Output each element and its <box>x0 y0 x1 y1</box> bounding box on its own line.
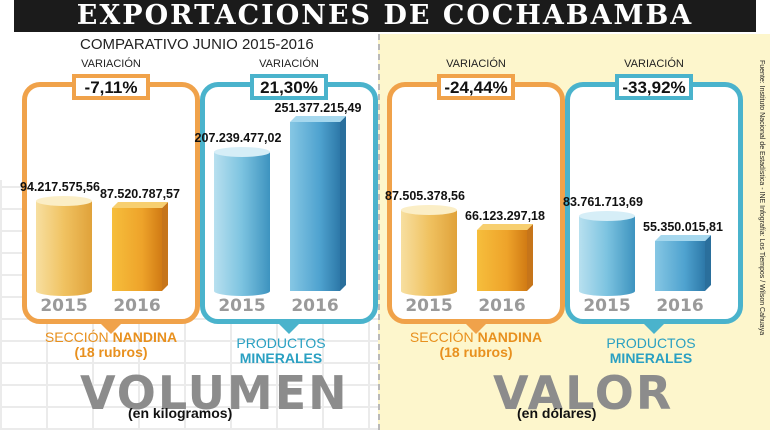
chart-title: EXPORTACIONES DE COCHABAMBA <box>14 0 756 32</box>
bar-side <box>527 224 533 291</box>
data-label: 207.239.477,02 <box>195 131 282 145</box>
panel-valor-minerales <box>565 82 743 334</box>
variation-value: -7,11% <box>72 74 150 100</box>
year-label: 2015 <box>583 296 630 316</box>
chart-subtitle: COMPARATIVO JUNIO 2015-2016 <box>80 36 314 53</box>
data-label: 251.377.215,49 <box>275 101 362 115</box>
source-note: Fuente: Instituto Nacional de Estadístic… <box>753 60 765 335</box>
bar-top <box>36 196 92 206</box>
bar-base <box>36 286 92 296</box>
category-label-minerales: PRODUCTOS MINERALES <box>566 336 736 366</box>
category-word: PRODUCTOS <box>606 335 696 351</box>
category-word-bold: MINERALES <box>609 350 693 366</box>
bar-2016 <box>655 241 705 291</box>
category-word-bold: NANDINA <box>112 329 178 345</box>
data-label: 55.350.015,81 <box>643 220 723 234</box>
category-label-minerales: PRODUCTOS MINERALES <box>196 336 366 366</box>
bar-2015 <box>36 201 92 291</box>
bar-top <box>290 116 346 122</box>
panel-pointer <box>464 322 488 334</box>
variation-value: -24,44% <box>437 74 515 100</box>
variation-label: VARIACIÓN <box>81 58 141 70</box>
category-word-bold: NANDINA <box>477 329 543 345</box>
bar-side <box>340 116 346 291</box>
bar-base <box>579 286 635 296</box>
bar-top <box>477 224 533 230</box>
bar-top <box>655 235 711 241</box>
bar-2015 <box>401 210 457 291</box>
section-unit-volumen: (en kilogramos) <box>128 405 233 421</box>
category-word: SECCIÓN <box>409 329 474 345</box>
bar-base <box>214 286 270 296</box>
bar-top <box>214 147 270 157</box>
variation-label: VARIACIÓN <box>259 58 319 70</box>
category-word-bold: MINERALES <box>239 350 323 366</box>
bar-base <box>401 286 457 296</box>
category-subline: (18 rubros) <box>74 344 148 360</box>
panel-pointer <box>277 322 301 334</box>
bar-top <box>112 202 168 208</box>
section-word-volumen: VOLUMEN <box>80 366 349 420</box>
year-label: 2015 <box>218 296 265 316</box>
data-label: 83.761.713,69 <box>563 195 643 209</box>
variation-value: 21,30% <box>250 74 328 100</box>
data-label: 66.123.297,18 <box>465 209 545 223</box>
year-label: 2016 <box>478 296 525 316</box>
variation-label: VARIACIÓN <box>446 58 506 70</box>
bar-2016 <box>112 208 162 291</box>
category-word: SECCIÓN <box>44 329 109 345</box>
bar-side <box>705 235 711 291</box>
category-label-nandina: SECCIÓN NANDINA (18 rubros) <box>391 330 561 360</box>
variation-label: VARIACIÓN <box>624 58 684 70</box>
bar-top <box>401 205 457 215</box>
source-text: Fuente: Instituto Nacional de Estadístic… <box>758 60 765 336</box>
category-subline: (18 rubros) <box>439 344 513 360</box>
section-word-valor: VALOR <box>493 366 674 420</box>
year-label: 2016 <box>656 296 703 316</box>
bar-side <box>162 202 168 291</box>
bar-2016 <box>477 230 527 291</box>
data-label: 94.217.575,56 <box>20 180 100 194</box>
bar-2015 <box>579 216 635 291</box>
panel-pointer <box>642 322 666 334</box>
bar-2016 <box>290 122 340 291</box>
variation-value: -33,92% <box>615 74 693 100</box>
year-label: 2016 <box>113 296 160 316</box>
year-label: 2015 <box>40 296 87 316</box>
bar-top <box>579 211 635 221</box>
panel-pointer <box>99 322 123 334</box>
section-unit-valor: (en dólares) <box>517 405 597 421</box>
bar-2015 <box>214 152 270 291</box>
data-label: 87.505.378,56 <box>385 189 465 203</box>
category-label-nandina: SECCIÓN NANDINA (18 rubros) <box>26 330 196 360</box>
year-label: 2015 <box>405 296 452 316</box>
data-label: 87.520.787,57 <box>100 187 180 201</box>
category-word: PRODUCTOS <box>236 335 326 351</box>
year-label: 2016 <box>291 296 338 316</box>
